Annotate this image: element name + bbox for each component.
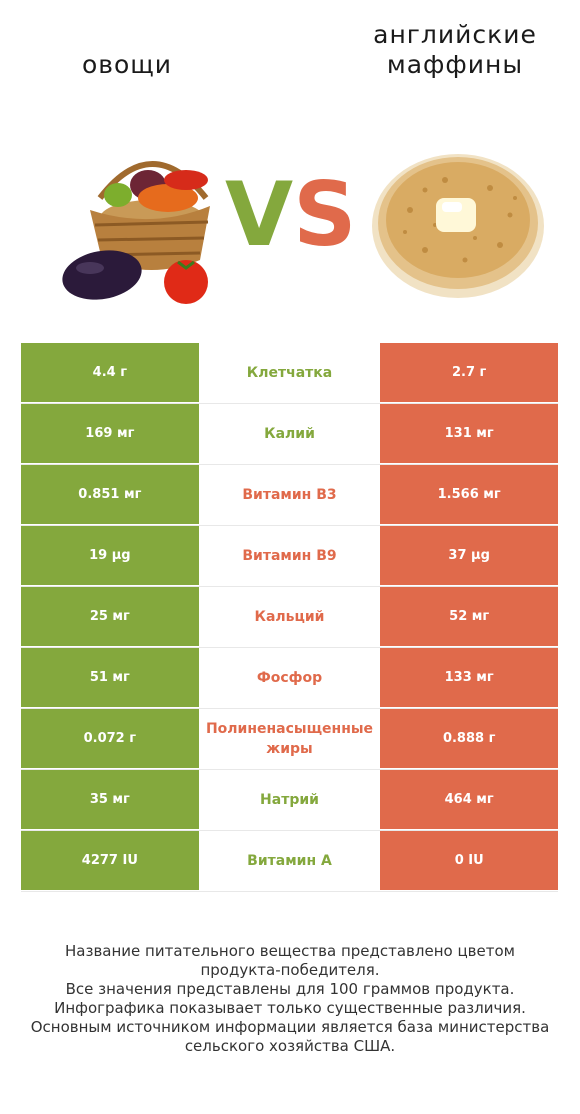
right-value-cell: 0.888 г bbox=[380, 709, 559, 769]
vs-s-letter: S bbox=[293, 163, 357, 266]
table-row: 0.851 мг Витамин B3 1.566 мг bbox=[21, 465, 559, 526]
nutrient-name-cell: Витамин B9 bbox=[198, 526, 381, 586]
table-row: 169 мг Калий 131 мг bbox=[21, 404, 559, 465]
right-value-cell: 464 мг bbox=[380, 770, 559, 830]
table-row: 4.4 г Клетчатка 2.7 г bbox=[21, 343, 559, 404]
comparison-table: 4.4 г Клетчатка 2.7 г 169 мг Калий 131 мг 0.85… bbox=[21, 343, 559, 892]
left-value-cell: 4.4 г bbox=[21, 343, 199, 403]
nutrient-name-cell: Полиненасыщенные жиры bbox=[198, 709, 381, 769]
right-value-cell: 2.7 г bbox=[380, 343, 559, 403]
footnote-line: Основным источником информации является … bbox=[30, 1018, 550, 1036]
footnote-line: продукта-победителя. bbox=[200, 961, 380, 979]
left-value-cell: 51 мг bbox=[21, 648, 199, 708]
left-value-cell: 35 мг bbox=[21, 770, 199, 830]
left-value-cell: 4277 IU bbox=[21, 831, 199, 891]
vegetable-basket-image bbox=[62, 161, 210, 304]
table-row: 35 мг Натрий 464 мг bbox=[21, 770, 559, 831]
footnote-line: Все значения представлены для 100 граммо… bbox=[65, 980, 515, 998]
right-value-cell: 37 µg bbox=[380, 526, 559, 586]
right-value-cell: 1.566 мг bbox=[380, 465, 559, 525]
nutrient-name-cell: Натрий bbox=[198, 770, 381, 830]
table-row: 0.072 г Полиненасыщенные жиры 0.888 г bbox=[21, 709, 559, 770]
nutrient-name-cell: Клетчатка bbox=[198, 343, 381, 403]
left-value-cell: 25 мг bbox=[21, 587, 199, 647]
table-row: 19 µg Витамин B9 37 µg bbox=[21, 526, 559, 587]
nutrient-name-cell: Витамин B3 bbox=[198, 465, 381, 525]
right-product-title: английские маффины bbox=[373, 20, 537, 79]
footnote-line: сельского хозяйства США. bbox=[184, 1037, 396, 1055]
right-value-cell: 133 мг bbox=[380, 648, 559, 708]
vs-label: VS bbox=[225, 160, 357, 270]
right-value-cell: 52 мг bbox=[380, 587, 559, 647]
right-value-cell: 131 мг bbox=[380, 404, 559, 464]
left-value-cell: 0.851 мг bbox=[21, 465, 199, 525]
left-value-cell: 0.072 г bbox=[21, 709, 199, 769]
vs-v-letter: V bbox=[225, 163, 294, 266]
nutrient-name-cell: Витамин A bbox=[198, 831, 381, 891]
footnote: Название питательного вещества представл… bbox=[10, 942, 570, 1056]
left-value-cell: 169 мг bbox=[21, 404, 199, 464]
left-product-title: овощи bbox=[81, 50, 173, 79]
table-row: 25 мг Кальций 52 мг bbox=[21, 587, 559, 648]
table-row: 51 мг Фосфор 133 мг bbox=[21, 648, 559, 709]
footnote-line: Название питательного вещества представл… bbox=[65, 942, 515, 960]
english-muffin-image bbox=[372, 154, 544, 298]
left-value-cell: 19 µg bbox=[21, 526, 199, 586]
footnote-line: Инфографика показывает только существенн… bbox=[54, 999, 526, 1017]
nutrient-name-cell: Фосфор bbox=[198, 648, 381, 708]
nutrient-name-cell: Кальций bbox=[198, 587, 381, 647]
right-value-cell: 0 IU bbox=[380, 831, 559, 891]
nutrient-name-cell: Калий bbox=[198, 404, 381, 464]
